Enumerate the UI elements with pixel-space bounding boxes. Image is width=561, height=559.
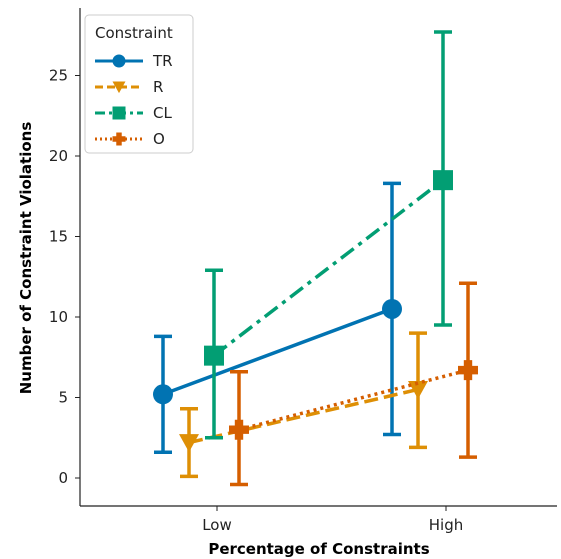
data-point bbox=[229, 419, 249, 440]
y-axis-label: Number of Constraint Violations bbox=[17, 122, 35, 395]
y-tick-label: 20 bbox=[49, 147, 68, 165]
x-tick-label: High bbox=[429, 516, 463, 534]
series-cl bbox=[204, 30, 453, 440]
y-tick-label: 15 bbox=[49, 228, 68, 246]
series-line bbox=[212, 178, 445, 358]
y-tick-label: 0 bbox=[58, 469, 68, 487]
legend-label: R bbox=[153, 78, 163, 96]
y-tick-label: 10 bbox=[49, 308, 68, 326]
legend-marker bbox=[112, 132, 126, 146]
y-tick-label: 5 bbox=[58, 389, 68, 407]
legend-marker bbox=[112, 81, 126, 94]
series-line bbox=[238, 368, 469, 432]
legend-label: CL bbox=[153, 104, 172, 122]
legend-marker bbox=[112, 54, 126, 68]
legend-label: O bbox=[153, 130, 165, 148]
x-axis-label: Percentage of Constraints bbox=[208, 540, 429, 558]
data-point bbox=[458, 360, 478, 381]
y-tick-label: 25 bbox=[49, 67, 68, 85]
legend-box bbox=[84, 14, 194, 154]
data-point bbox=[204, 345, 224, 366]
legend-item-r: R bbox=[95, 78, 163, 96]
data-point bbox=[408, 380, 428, 399]
data-point bbox=[433, 170, 453, 191]
series-o bbox=[229, 281, 478, 487]
legend-item-tr: TR bbox=[95, 52, 173, 70]
legend-title: Constraint bbox=[95, 24, 173, 42]
data-point bbox=[382, 298, 402, 319]
legend-item-cl: CL bbox=[95, 104, 172, 122]
legend-label: TR bbox=[152, 52, 173, 70]
legend-item-o: O bbox=[95, 130, 165, 148]
series-tr bbox=[153, 181, 402, 454]
legend-marker bbox=[112, 106, 126, 120]
series-line bbox=[162, 307, 393, 396]
data-point bbox=[179, 434, 199, 453]
data-point bbox=[153, 384, 173, 405]
x-tick-label: Low bbox=[202, 516, 232, 534]
series-r bbox=[179, 331, 428, 479]
